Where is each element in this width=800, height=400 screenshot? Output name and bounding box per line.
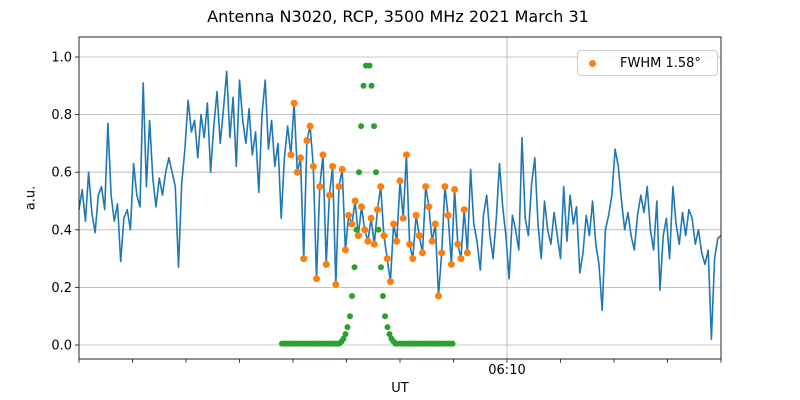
gaussian-fit-points-dot	[366, 62, 373, 69]
gaussian-fit-points-dot	[344, 324, 351, 331]
fit-window-samples-dot	[287, 151, 295, 159]
fit-window-samples-dot	[396, 177, 404, 185]
fit-window-samples-dot	[290, 99, 298, 107]
fit-window-samples-dot	[419, 249, 426, 257]
fit-window-samples-dot	[313, 275, 320, 283]
y-tick-label: 0.0	[51, 339, 72, 354]
gaussian-fit-points-dot	[384, 324, 391, 331]
fit-window-samples-dot	[300, 255, 308, 263]
fit-window-samples-dot	[351, 197, 359, 205]
fit-window-samples-dot	[399, 214, 407, 222]
y-axis-label: a.u.	[23, 185, 39, 211]
fit-window-samples-dot	[444, 211, 452, 219]
fit-window-samples-dot	[306, 122, 314, 130]
fit-window-samples-dot	[412, 211, 420, 219]
y-tick-label: 0.4	[51, 223, 72, 238]
fit-window-samples-dot	[428, 237, 436, 245]
gaussian-fit-points-dot	[349, 293, 355, 299]
fit-window-samples-dot	[316, 183, 324, 191]
fit-window-samples-dot	[367, 214, 375, 222]
fit-window-samples-dot	[361, 226, 369, 234]
fit-window-samples-dot	[390, 220, 398, 228]
fit-window-samples-dot	[319, 151, 327, 159]
fit-window-samples-dot	[457, 255, 465, 263]
y-tick-label: 0.8	[51, 108, 72, 123]
fit-window-samples-dot	[364, 237, 372, 245]
legend: FWHM 1.58°	[577, 50, 718, 76]
gaussian-fit-points	[279, 62, 456, 347]
fit-window-samples-dot	[329, 162, 337, 170]
fit-window-samples-dot	[463, 249, 471, 257]
gaussian-fit-points-dot	[347, 313, 353, 320]
fit-window-samples-dot	[415, 232, 423, 240]
gaussian-fit-points-dot	[371, 123, 377, 130]
fit-window-samples-dot	[393, 237, 401, 245]
gaussian-fit-points-dot	[360, 82, 367, 89]
fit-window-samples-dot	[345, 211, 353, 219]
gaussian-fit-points-dot	[356, 169, 362, 176]
fit-window-samples-dot	[406, 240, 414, 248]
fit-window-samples-dot	[370, 240, 378, 248]
fit-window-samples-dot	[402, 151, 410, 159]
fit-window-samples-dot	[386, 278, 394, 286]
fit-window-samples-dot	[377, 183, 385, 191]
fit-window-samples-dot	[354, 232, 362, 240]
fit-window-samples-dot	[325, 191, 333, 199]
fit-window-samples-dot	[341, 246, 349, 254]
gaussian-fit-points-dot	[382, 313, 388, 320]
gaussian-fit-points-dot	[373, 169, 379, 176]
fit-window-samples-dot	[338, 165, 346, 173]
fit-window-samples-dot	[451, 186, 459, 193]
fit-window-samples-dot	[380, 232, 388, 240]
y-tick-label: 0.2	[51, 281, 72, 296]
fit-window-samples-dot	[447, 260, 455, 268]
gaussian-fit-points-dot	[386, 331, 393, 338]
fit-window-samples-dot	[293, 168, 301, 176]
fit-window-samples-dot	[441, 183, 449, 191]
fit-window-samples-dot	[454, 240, 462, 248]
gaussian-fit-points-dot	[380, 293, 386, 299]
fit-window-samples-dot	[332, 281, 340, 288]
fit-window-samples-dot	[374, 206, 381, 214]
gaussian-fit-points-dot	[342, 331, 349, 338]
fit-window-samples-dot	[303, 137, 311, 144]
fit-window-samples-dot	[431, 220, 439, 228]
fit-window-samples-dot	[348, 220, 356, 228]
fit-window-samples-dot	[460, 206, 468, 214]
axes-frame	[78, 36, 722, 360]
fit-window-samples-dot	[309, 162, 317, 170]
x-axis-label: UT	[391, 381, 409, 396]
fit-window-samples-dot	[425, 203, 433, 211]
gaussian-fit-points-dot	[353, 226, 360, 233]
fit-window-samples-dot	[335, 183, 343, 191]
x-tick-label: 06:10	[488, 363, 526, 378]
fit-window-samples-dot	[358, 203, 365, 211]
gaussian-fit-points-dot	[351, 264, 358, 271]
gaussian-fit-points-dot	[375, 226, 382, 233]
fit-window-samples-dot	[409, 255, 417, 263]
drift-scan-signal	[78, 70, 722, 341]
fit-window-samples-dot	[435, 292, 442, 300]
legend-marker-dot	[589, 59, 596, 67]
fit-window-samples-dot	[422, 183, 430, 191]
gaussian-fit-points-dot	[378, 264, 384, 271]
gaussian-fit-points-dot	[358, 123, 365, 130]
gaussian-fit-points-dot	[340, 335, 347, 342]
fit-window-samples	[287, 99, 471, 300]
legend-label: FWHM 1.58°	[620, 55, 701, 71]
y-tick-label: 1.0	[51, 51, 72, 66]
gaussian-fit-points-dot	[368, 82, 375, 89]
chart-title: Antenna N3020, RCP, 3500 MHz 2021 March …	[207, 7, 589, 26]
fit-window-samples-dot	[322, 260, 330, 268]
fit-window-samples-dot	[297, 154, 304, 162]
y-tick-label: 0.6	[51, 166, 72, 181]
fit-window-samples-dot	[383, 255, 391, 263]
gaussian-fit-points-dot	[449, 340, 456, 347]
fit-window-samples-dot	[438, 249, 446, 257]
